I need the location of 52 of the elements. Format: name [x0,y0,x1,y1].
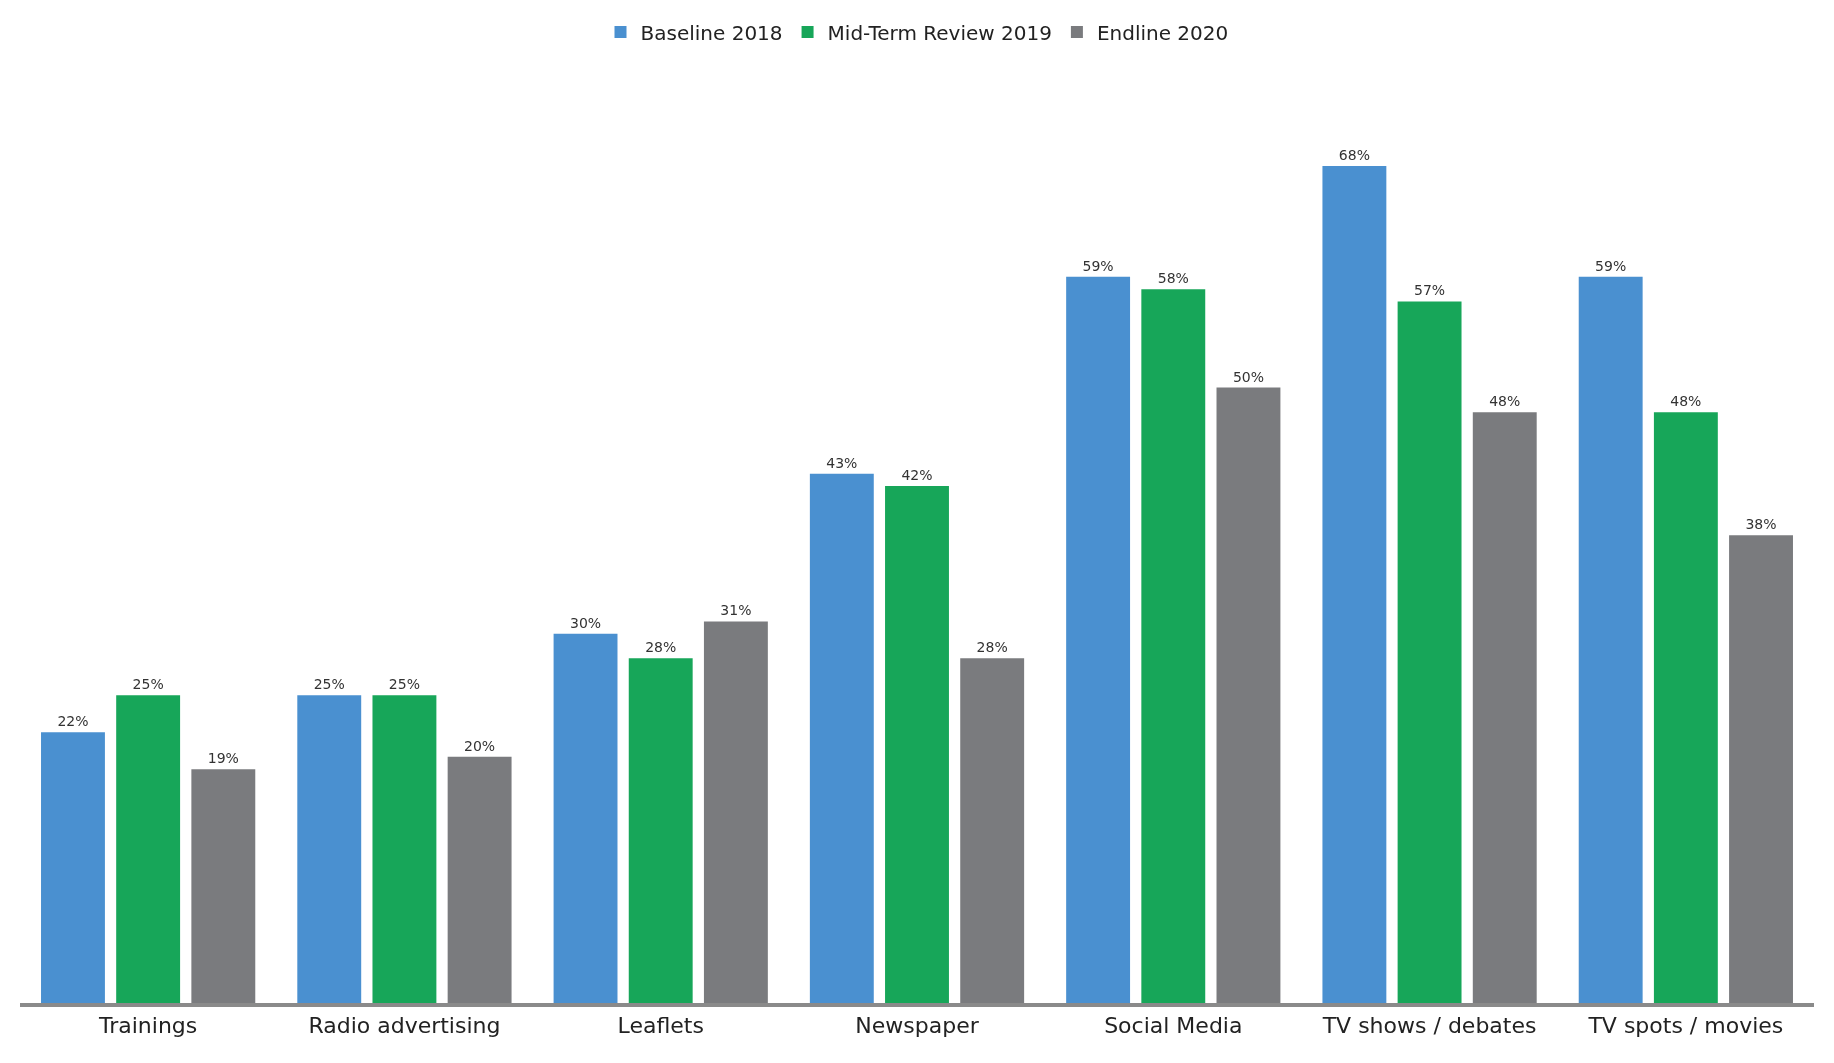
bar [960,658,1025,1003]
bar [191,769,256,1003]
bar [1322,166,1387,1003]
bar [809,473,874,1003]
bar [41,732,105,1003]
data-label: 59% [1082,257,1114,274]
data-label: 28% [976,639,1008,656]
legend-label: Endline 2020 [1096,20,1229,45]
bar [297,695,362,1003]
data-label: 38% [1745,516,1777,533]
data-label: 42% [901,467,933,484]
bar [116,695,181,1003]
bar [703,621,768,1003]
data-label: 28% [645,639,677,656]
bar [1216,387,1281,1003]
bar [1397,301,1462,1003]
legend-label: Baseline 2018 [640,20,783,45]
data-label: 68% [1338,147,1370,164]
x-tick-label: TV spots / movies [1587,1013,1784,1039]
bar [1141,289,1206,1003]
bar [1578,276,1643,1003]
x-tick-label: Radio advertising [308,1013,501,1039]
data-label: 25% [388,676,420,693]
data-label: 48% [1670,393,1702,410]
data-label: 57% [1414,282,1446,299]
bar [447,756,512,1003]
data-label: 22% [57,713,89,730]
x-tick-label: Trainings [98,1013,198,1039]
data-label: 50% [1232,368,1265,385]
x-tick-label: Leaflets [617,1013,704,1039]
data-label: 30% [569,614,602,631]
bar [553,633,618,1003]
x-tick-label: TV shows / debates [1321,1013,1537,1039]
x-tick-label: Newspaper [855,1013,980,1039]
bar [1653,412,1718,1003]
data-label: 43% [826,454,858,471]
data-label: 31% [720,602,752,619]
bar [885,486,949,1003]
data-label: 59% [1595,257,1627,274]
data-label: 20% [464,737,496,754]
data-label: 19% [207,750,239,767]
x-tick-label: Social Media [1104,1013,1243,1039]
bar [1066,276,1131,1003]
bar [372,695,437,1003]
bar [628,658,693,1003]
data-label: 25% [313,676,345,693]
legend-label: Mid-Term Review 2019 [827,20,1052,45]
data-label: 58% [1157,270,1189,287]
data-label: 48% [1489,393,1521,410]
data-label: 25% [132,676,164,693]
bar [1472,412,1537,1003]
bar [1729,535,1793,1003]
